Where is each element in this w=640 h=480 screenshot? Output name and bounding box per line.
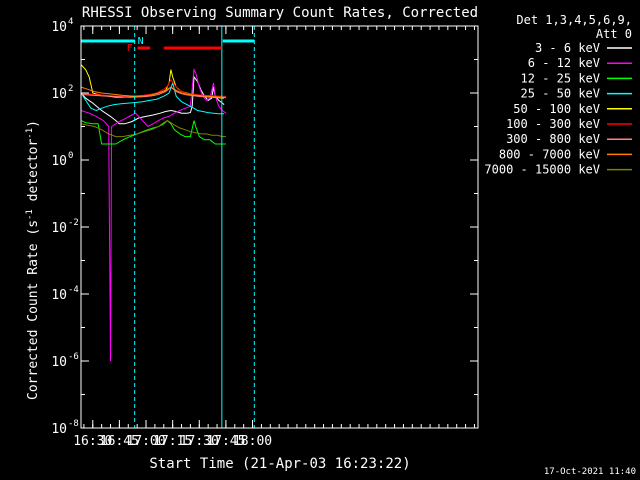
y-tick-label-0: 10 bbox=[51, 20, 67, 35]
x-tick-label-4: 17:30 bbox=[180, 434, 219, 449]
series-line-3 bbox=[81, 81, 225, 115]
plot-frame bbox=[80, 25, 479, 429]
y-tick-label-2: 10 bbox=[51, 154, 67, 169]
plot-area: FN bbox=[81, 26, 255, 428]
series-line-0 bbox=[81, 75, 225, 125]
y-tick-label-1: 10 bbox=[51, 87, 67, 102]
series-line-7 bbox=[81, 86, 226, 98]
legend-label-6: 300 - 800 keV bbox=[506, 132, 600, 146]
x-tick-label-2: 17:00 bbox=[126, 434, 165, 449]
y-axis-label-part: detector bbox=[26, 139, 41, 210]
legend-header-0: Det 1,3,4,5,6,9, bbox=[516, 13, 632, 27]
night-label: N bbox=[138, 36, 144, 47]
y-tick-exponent-3: -2 bbox=[68, 218, 79, 228]
legend-label-5: 100 - 300 keV bbox=[506, 117, 600, 131]
legend-header-1: Att 0 bbox=[596, 27, 632, 41]
chart-title: RHESSI Observing Summary Count Rates, Co… bbox=[82, 5, 478, 21]
y-axis-label-part: -1 bbox=[25, 128, 35, 139]
y-tick-label-3: 10 bbox=[51, 221, 67, 236]
series-group bbox=[81, 26, 255, 428]
y-tick-exponent-1: 2 bbox=[68, 84, 73, 94]
x-tick-label-0: 16:30 bbox=[73, 434, 112, 449]
y-axis-label: Corrected Count Rate (s-1 detector-1) bbox=[25, 120, 41, 400]
y-tick-exponent-0: 4 bbox=[68, 17, 73, 27]
y-tick-exponent-5: -6 bbox=[68, 352, 79, 362]
series-line-6 bbox=[81, 86, 226, 99]
series-line-1 bbox=[81, 67, 227, 362]
series-line-2 bbox=[81, 119, 226, 145]
flare-label: F bbox=[127, 43, 133, 54]
legend-label-8: 7000 - 15000 keV bbox=[484, 163, 600, 177]
y-tick-exponent-2: 0 bbox=[68, 151, 73, 161]
y-tick-label-4: 10 bbox=[51, 288, 67, 303]
legend-label-4: 50 - 100 keV bbox=[513, 102, 600, 116]
y-tick-label-5: 10 bbox=[51, 355, 67, 370]
x-tick-label-6: 18:00 bbox=[233, 434, 272, 449]
legend-label-2: 12 - 25 keV bbox=[521, 71, 600, 85]
series-line-8 bbox=[81, 120, 226, 138]
x-tick-label-3: 17:15 bbox=[153, 434, 192, 449]
footer-timestamp: 17-Oct-2021 11:40 bbox=[544, 467, 636, 477]
legend-label-0: 3 - 6 keV bbox=[535, 41, 600, 55]
y-tick-exponent-4: -4 bbox=[68, 285, 79, 295]
y-axis-label-part: -1 bbox=[25, 209, 35, 220]
series-line-5 bbox=[81, 78, 226, 97]
legend-label-3: 25 - 50 keV bbox=[521, 87, 600, 101]
y-tick-exponent-6: -8 bbox=[68, 419, 79, 429]
x-tick-label-1: 16:45 bbox=[100, 434, 139, 449]
x-tick-label-5: 17:45 bbox=[206, 434, 245, 449]
x-axis-label: Start Time (21-Apr-03 16:23:22) bbox=[149, 456, 410, 472]
legend-label-7: 800 - 7000 keV bbox=[499, 147, 600, 161]
y-axis-label-part: Corrected Count Rate (s bbox=[26, 220, 41, 400]
y-axis-label-part: ) bbox=[26, 120, 41, 128]
y-tick-label-6: 10 bbox=[51, 422, 67, 437]
legend-label-1: 6 - 12 keV bbox=[528, 56, 600, 70]
